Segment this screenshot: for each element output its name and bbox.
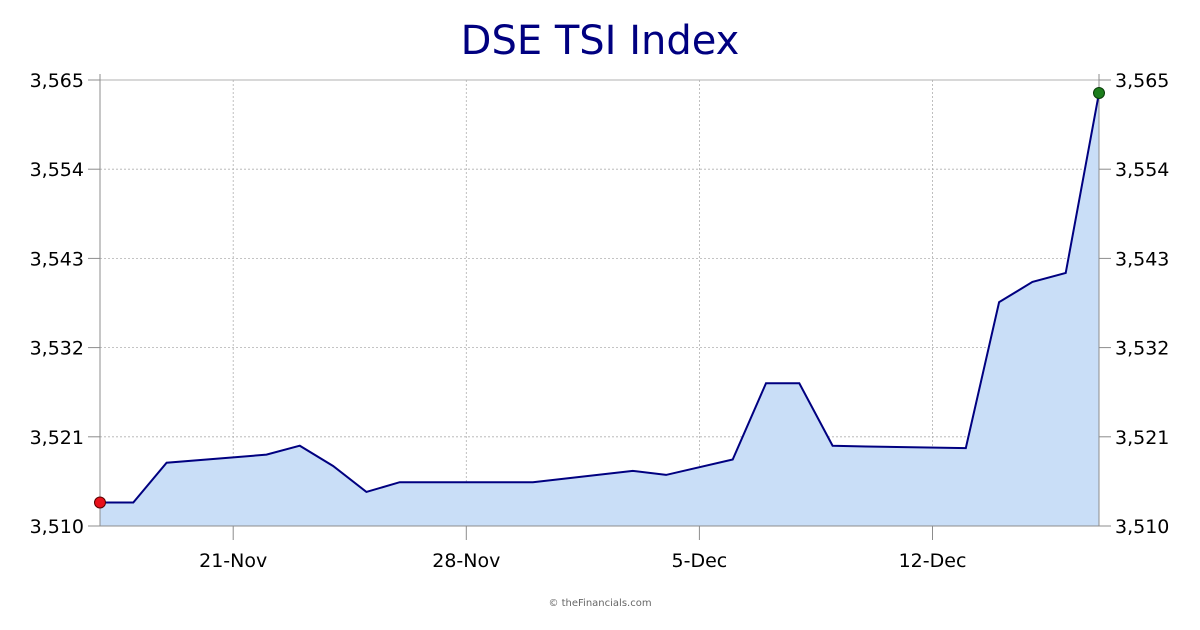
y-tick-label-left: 3,510 <box>30 516 84 538</box>
x-tick-label: 28-Nov <box>432 550 500 572</box>
y-tick-label-right: 3,532 <box>1115 338 1169 360</box>
series-area-fill <box>100 92 1099 526</box>
chart-title: DSE TSI Index <box>460 18 740 64</box>
y-tick-label-left: 3,554 <box>30 159 84 181</box>
y-tick-label-right: 3,510 <box>1115 516 1169 538</box>
y-tick-label-left: 3,521 <box>30 427 84 449</box>
x-tick-label: 12-Dec <box>899 550 967 572</box>
end-point-marker <box>1093 86 1105 99</box>
y-tick-label-left: 3,532 <box>30 338 84 360</box>
x-tick-label: 5-Dec <box>672 550 728 572</box>
endpoint-markers <box>94 86 1105 509</box>
series-line <box>100 92 1100 504</box>
gridlines <box>100 79 1099 526</box>
credit-text: © theFinancials.com <box>548 598 652 609</box>
y-tick-label-right: 3,543 <box>1115 248 1169 270</box>
x-tick-label: 21-Nov <box>199 550 267 572</box>
y-tick-label-left: 3,543 <box>30 248 84 270</box>
y-tick-label-right: 3,565 <box>1115 70 1169 92</box>
y-tick-label-left: 3,565 <box>30 70 84 92</box>
y-tick-label-right: 3,521 <box>1115 427 1169 449</box>
tick-labels: 3,510 3,510 3,521 3,521 3,532 3,532 3,543 3,543… <box>30 70 1170 572</box>
start-point-marker <box>94 496 106 509</box>
y-tick-label-right: 3,554 <box>1115 159 1169 181</box>
